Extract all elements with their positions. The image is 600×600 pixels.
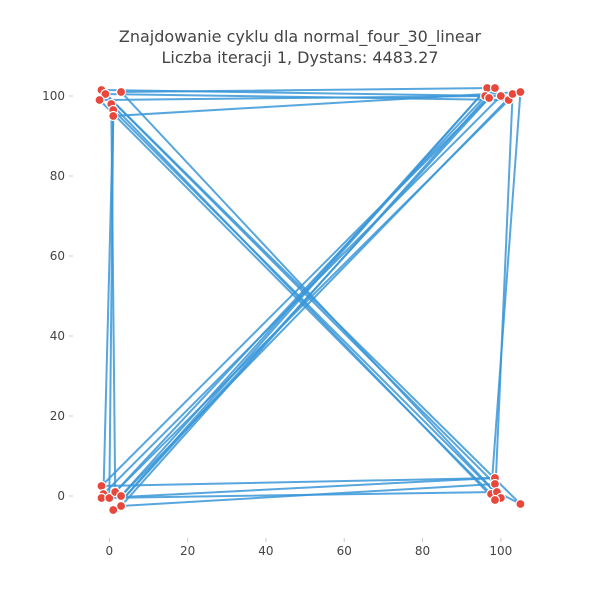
x-tick-label: 0 xyxy=(106,544,114,558)
city-point xyxy=(489,82,501,94)
city-point xyxy=(115,490,127,502)
city-points xyxy=(94,82,526,516)
x-tick-label: 20 xyxy=(180,544,195,558)
city-point xyxy=(115,86,127,98)
tour-segment xyxy=(100,89,522,505)
y-tick-label: 80 xyxy=(50,169,65,183)
city-point xyxy=(108,504,119,516)
tour-segment xyxy=(100,477,496,499)
city-point xyxy=(484,92,495,104)
city-point xyxy=(515,498,526,510)
y-tick-label: 0 xyxy=(57,489,65,503)
tour-segment xyxy=(112,87,489,511)
tour-segment xyxy=(120,87,496,93)
tour-segment xyxy=(114,95,487,493)
axes: 0 20 40 60 80 100 0 20 40 60 80 100 xyxy=(42,89,512,558)
city-point xyxy=(108,110,119,122)
tour-segment xyxy=(112,97,491,511)
city-point xyxy=(495,90,506,102)
x-tick-label: 100 xyxy=(489,544,512,558)
y-tick-label: 40 xyxy=(50,329,65,343)
chart-title: Znajdowanie cyklu dla normal_four_30_lin… xyxy=(118,27,482,46)
tour-segment xyxy=(100,477,496,487)
tour-segment xyxy=(493,93,514,501)
city-point xyxy=(100,88,111,100)
city-point xyxy=(515,86,526,98)
city-point xyxy=(94,94,105,106)
y-tick-label: 60 xyxy=(50,249,65,263)
x-tick-label: 40 xyxy=(258,544,273,558)
x-tick-label: 60 xyxy=(337,544,352,558)
tour-segment xyxy=(490,91,522,495)
tour-segment xyxy=(100,97,491,487)
tour-segment xyxy=(98,95,487,101)
tour-segment xyxy=(100,491,498,499)
y-tick-label: 100 xyxy=(42,89,65,103)
x-tick-label: 80 xyxy=(415,544,430,558)
city-point xyxy=(115,500,127,512)
tour-path xyxy=(98,87,522,511)
city-point xyxy=(104,492,115,504)
tour-segment xyxy=(110,103,117,493)
chart-subtitle: Liczba iteracji 1, Dystans: 4483.27 xyxy=(161,48,439,67)
city-point xyxy=(489,494,501,506)
y-tick-label: 20 xyxy=(50,409,65,423)
